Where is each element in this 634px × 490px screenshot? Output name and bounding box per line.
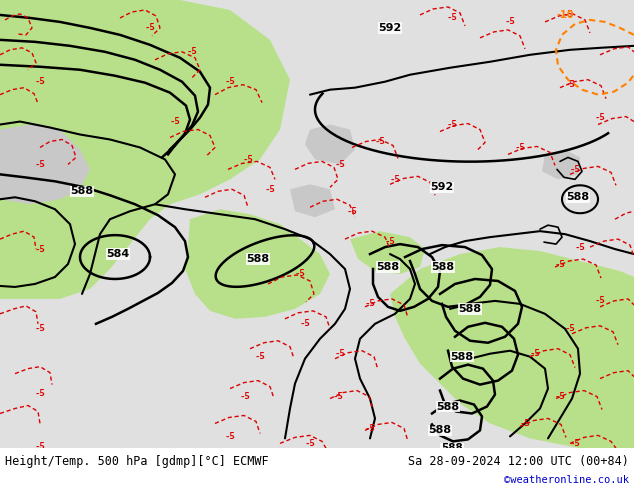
Text: 588: 588 (458, 304, 482, 314)
Text: -5: -5 (446, 13, 457, 23)
Text: -5: -5 (264, 185, 275, 194)
Polygon shape (390, 247, 634, 448)
Text: 588: 588 (432, 262, 455, 272)
Polygon shape (185, 209, 330, 319)
Text: -5: -5 (595, 296, 605, 305)
Text: -5: -5 (529, 349, 540, 358)
Text: -5: -5 (385, 237, 396, 245)
Text: -5: -5 (35, 389, 46, 398)
Text: -5: -5 (224, 432, 235, 441)
Text: -5: -5 (390, 175, 401, 184)
Text: -5: -5 (335, 349, 346, 358)
Text: 588: 588 (436, 401, 460, 412)
Text: 588: 588 (247, 254, 269, 264)
Text: -5: -5 (365, 424, 375, 433)
Text: -5: -5 (446, 120, 457, 129)
Text: -5: -5 (574, 243, 585, 251)
Text: -5: -5 (304, 439, 315, 448)
Text: -5: -5 (365, 299, 375, 308)
Text: -5: -5 (569, 165, 580, 174)
Text: -5: -5 (520, 419, 531, 428)
Polygon shape (542, 149, 580, 179)
Text: -5: -5 (240, 392, 250, 401)
Text: -5: -5 (35, 442, 46, 451)
Polygon shape (0, 0, 290, 299)
Polygon shape (0, 124, 90, 204)
Text: -5: -5 (565, 80, 576, 89)
Text: 588: 588 (441, 443, 463, 453)
Text: 588: 588 (377, 262, 399, 272)
Text: -5: -5 (569, 439, 580, 448)
Text: -5: -5 (35, 160, 46, 169)
Text: -5: -5 (255, 352, 266, 361)
Text: -5: -5 (505, 18, 515, 26)
Text: -5: -5 (335, 160, 346, 169)
Text: -5: -5 (333, 392, 344, 401)
Text: 588: 588 (450, 352, 474, 362)
Text: -5: -5 (555, 260, 566, 269)
Text: -5: -5 (555, 392, 566, 401)
Text: ©weatheronline.co.uk: ©weatheronline.co.uk (504, 475, 629, 485)
Text: -5: -5 (35, 324, 46, 333)
Text: 592: 592 (430, 182, 453, 192)
Polygon shape (290, 184, 335, 217)
Polygon shape (350, 231, 425, 274)
Text: 588: 588 (566, 192, 590, 202)
Text: 588: 588 (70, 186, 94, 196)
Text: Height/Temp. 500 hPa [gdmp][°C] ECMWF: Height/Temp. 500 hPa [gdmp][°C] ECMWF (5, 455, 269, 468)
Text: 592: 592 (378, 23, 401, 33)
Text: -5: -5 (170, 117, 181, 126)
Text: -5: -5 (300, 319, 311, 328)
Text: 584: 584 (107, 249, 129, 259)
Text: -10: -10 (556, 10, 574, 20)
Text: -5: -5 (295, 270, 306, 278)
Text: 588: 588 (429, 425, 451, 436)
Polygon shape (305, 124, 355, 165)
Text: -5: -5 (145, 24, 155, 32)
Text: -5: -5 (375, 137, 385, 146)
Text: -5: -5 (243, 155, 254, 164)
Text: -5: -5 (186, 48, 197, 56)
Text: Sa 28-09-2024 12:00 UTC (00+84): Sa 28-09-2024 12:00 UTC (00+84) (408, 455, 629, 468)
Text: -5: -5 (515, 143, 526, 152)
Text: -5: -5 (35, 77, 46, 86)
Text: -5: -5 (562, 10, 573, 20)
Text: -5: -5 (595, 113, 605, 122)
Text: -5: -5 (347, 207, 358, 216)
Text: -5: -5 (35, 245, 46, 254)
Text: -5: -5 (224, 77, 235, 86)
Text: -5: -5 (565, 324, 576, 333)
